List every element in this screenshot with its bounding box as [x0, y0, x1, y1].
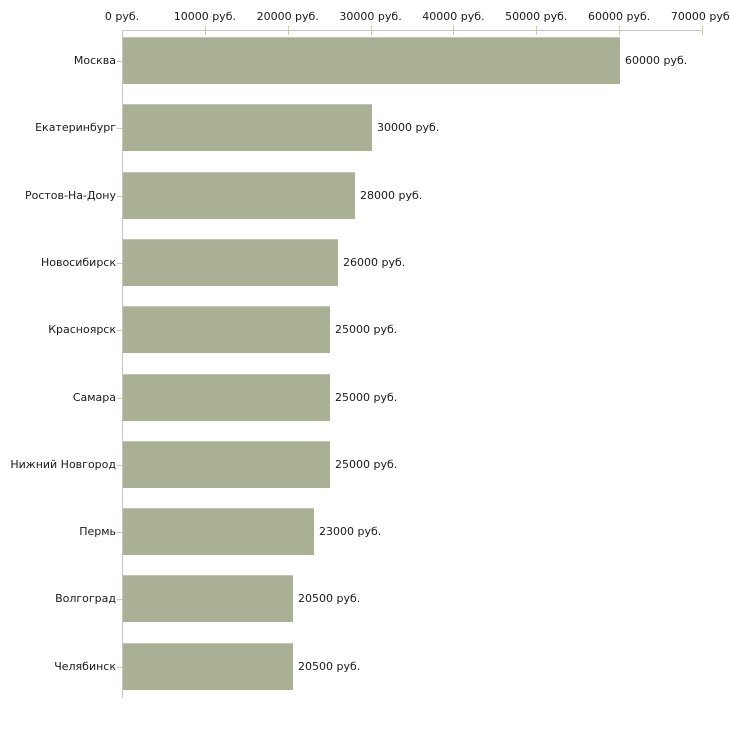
x-axis-tick-mark	[288, 26, 289, 35]
bar-value-label: 26000 руб.	[343, 256, 406, 269]
category-label: Екатеринбург	[35, 121, 116, 134]
x-axis-tick-label: 50000 руб.	[505, 10, 568, 23]
bar-value-label: 25000 руб.	[335, 323, 398, 336]
bar	[123, 172, 355, 219]
category-tick-mark	[117, 465, 122, 466]
category-label: Красноярск	[48, 323, 116, 336]
bar-value-label: 23000 руб.	[319, 525, 382, 538]
category-label: Ростов-На-Дону	[24, 189, 116, 202]
category-tick-mark	[117, 599, 122, 600]
bar-value-label: 20500 руб.	[298, 660, 361, 673]
bar	[123, 306, 330, 353]
category-tick-mark	[117, 61, 122, 62]
bar-value-label: 25000 руб.	[335, 458, 398, 471]
x-axis-tick-mark	[453, 26, 454, 35]
category-tick-mark	[117, 128, 122, 129]
x-axis-tick-label: 40000 руб.	[422, 10, 485, 23]
x-axis-tick-mark	[702, 26, 703, 35]
x-axis-tick-mark	[536, 26, 537, 35]
bar	[123, 104, 372, 151]
category-tick-mark	[117, 398, 122, 399]
bar-value-label: 30000 руб.	[377, 121, 440, 134]
category-tick-mark	[117, 667, 122, 668]
bar-value-label: 28000 руб.	[360, 189, 423, 202]
x-axis-tick-label: 10000 руб.	[173, 10, 236, 23]
bar-value-label: 20500 руб.	[298, 592, 361, 605]
bar-value-label: 60000 руб.	[625, 54, 688, 67]
x-axis-tick-label: 60000 руб.	[588, 10, 651, 23]
x-axis-tick-label: 0 руб.	[104, 10, 140, 23]
x-axis-tick-mark	[619, 26, 620, 35]
x-axis-line	[122, 30, 703, 31]
category-tick-mark	[117, 196, 122, 197]
category-label: Самара	[72, 391, 116, 404]
category-label: Челябинск	[54, 660, 116, 673]
category-tick-mark	[117, 532, 122, 533]
bar	[123, 441, 330, 488]
bar	[123, 508, 314, 555]
category-tick-mark	[117, 263, 122, 264]
x-axis-tick-label: 30000 руб.	[339, 10, 402, 23]
category-label: Новосибирск	[40, 256, 116, 269]
bar	[123, 643, 293, 690]
category-label: Пермь	[79, 525, 116, 538]
x-axis-tick-label: 70000 руб.	[670, 10, 730, 23]
x-axis-tick-mark	[371, 26, 372, 35]
x-axis-tick-mark	[205, 26, 206, 35]
x-axis-tick-label: 20000 руб.	[256, 10, 319, 23]
category-label: Москва	[73, 54, 116, 67]
bar	[123, 239, 338, 286]
bar	[123, 37, 620, 84]
category-label: Нижний Новгород	[10, 458, 116, 471]
category-tick-mark	[117, 330, 122, 331]
category-label: Волгоград	[55, 592, 116, 605]
y-axis-line	[122, 30, 123, 698]
bar	[123, 374, 330, 421]
bar-value-label: 25000 руб.	[335, 391, 398, 404]
bar	[123, 575, 293, 622]
